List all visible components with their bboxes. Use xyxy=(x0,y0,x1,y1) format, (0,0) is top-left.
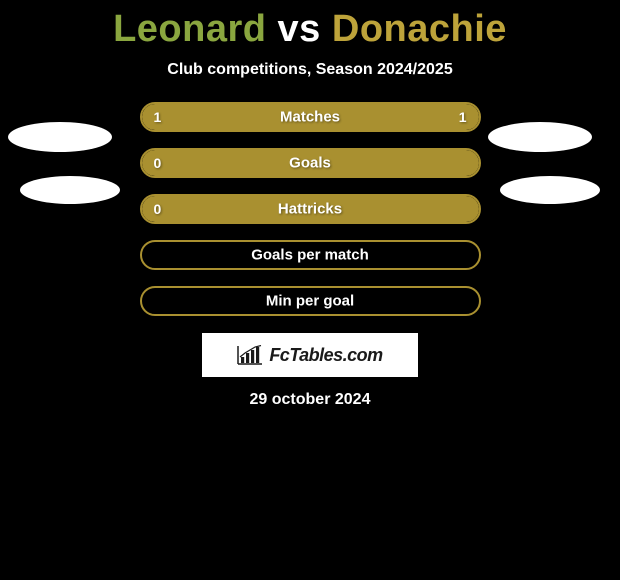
player-placeholder-ellipse xyxy=(20,176,120,204)
stat-label: Goals xyxy=(289,155,331,172)
player-placeholder-ellipse xyxy=(488,122,592,152)
stat-label: Min per goal xyxy=(266,293,354,310)
bar-track: 1 1 Matches xyxy=(140,102,481,132)
bar-track: Goals per match xyxy=(140,240,481,270)
page-title: Leonard vs Donachie xyxy=(113,8,507,51)
logo-box: FcTables.com xyxy=(202,333,418,377)
stat-row: Goals per match xyxy=(0,239,620,271)
bar-track: 0 Hattricks xyxy=(140,194,481,224)
logo-text: FcTables.com xyxy=(269,345,382,366)
date: 29 october 2024 xyxy=(250,391,371,409)
stat-value-left: 1 xyxy=(154,109,162,125)
player2-name: Donachie xyxy=(332,8,507,50)
bar-track: 0 Goals xyxy=(140,148,481,178)
player-placeholder-ellipse xyxy=(500,176,600,204)
stat-row: 0 Goals xyxy=(0,147,620,179)
subtitle: Club competitions, Season 2024/2025 xyxy=(167,61,452,79)
stat-row: Min per goal xyxy=(0,285,620,317)
vs-text: vs xyxy=(278,8,321,50)
logo: FcTables.com xyxy=(237,345,382,366)
stat-label: Hattricks xyxy=(278,201,342,218)
bar-track: Min per goal xyxy=(140,286,481,316)
main-container: Leonard vs Donachie Club competitions, S… xyxy=(0,0,620,409)
bar-chart-icon xyxy=(237,345,263,365)
stat-value-right: 1 xyxy=(459,109,467,125)
stat-value-left: 0 xyxy=(154,155,162,171)
player-placeholder-ellipse xyxy=(8,122,112,152)
stat-label: Matches xyxy=(280,109,340,126)
stat-value-left: 0 xyxy=(154,201,162,217)
player1-name: Leonard xyxy=(113,8,266,50)
stat-label: Goals per match xyxy=(251,247,369,264)
